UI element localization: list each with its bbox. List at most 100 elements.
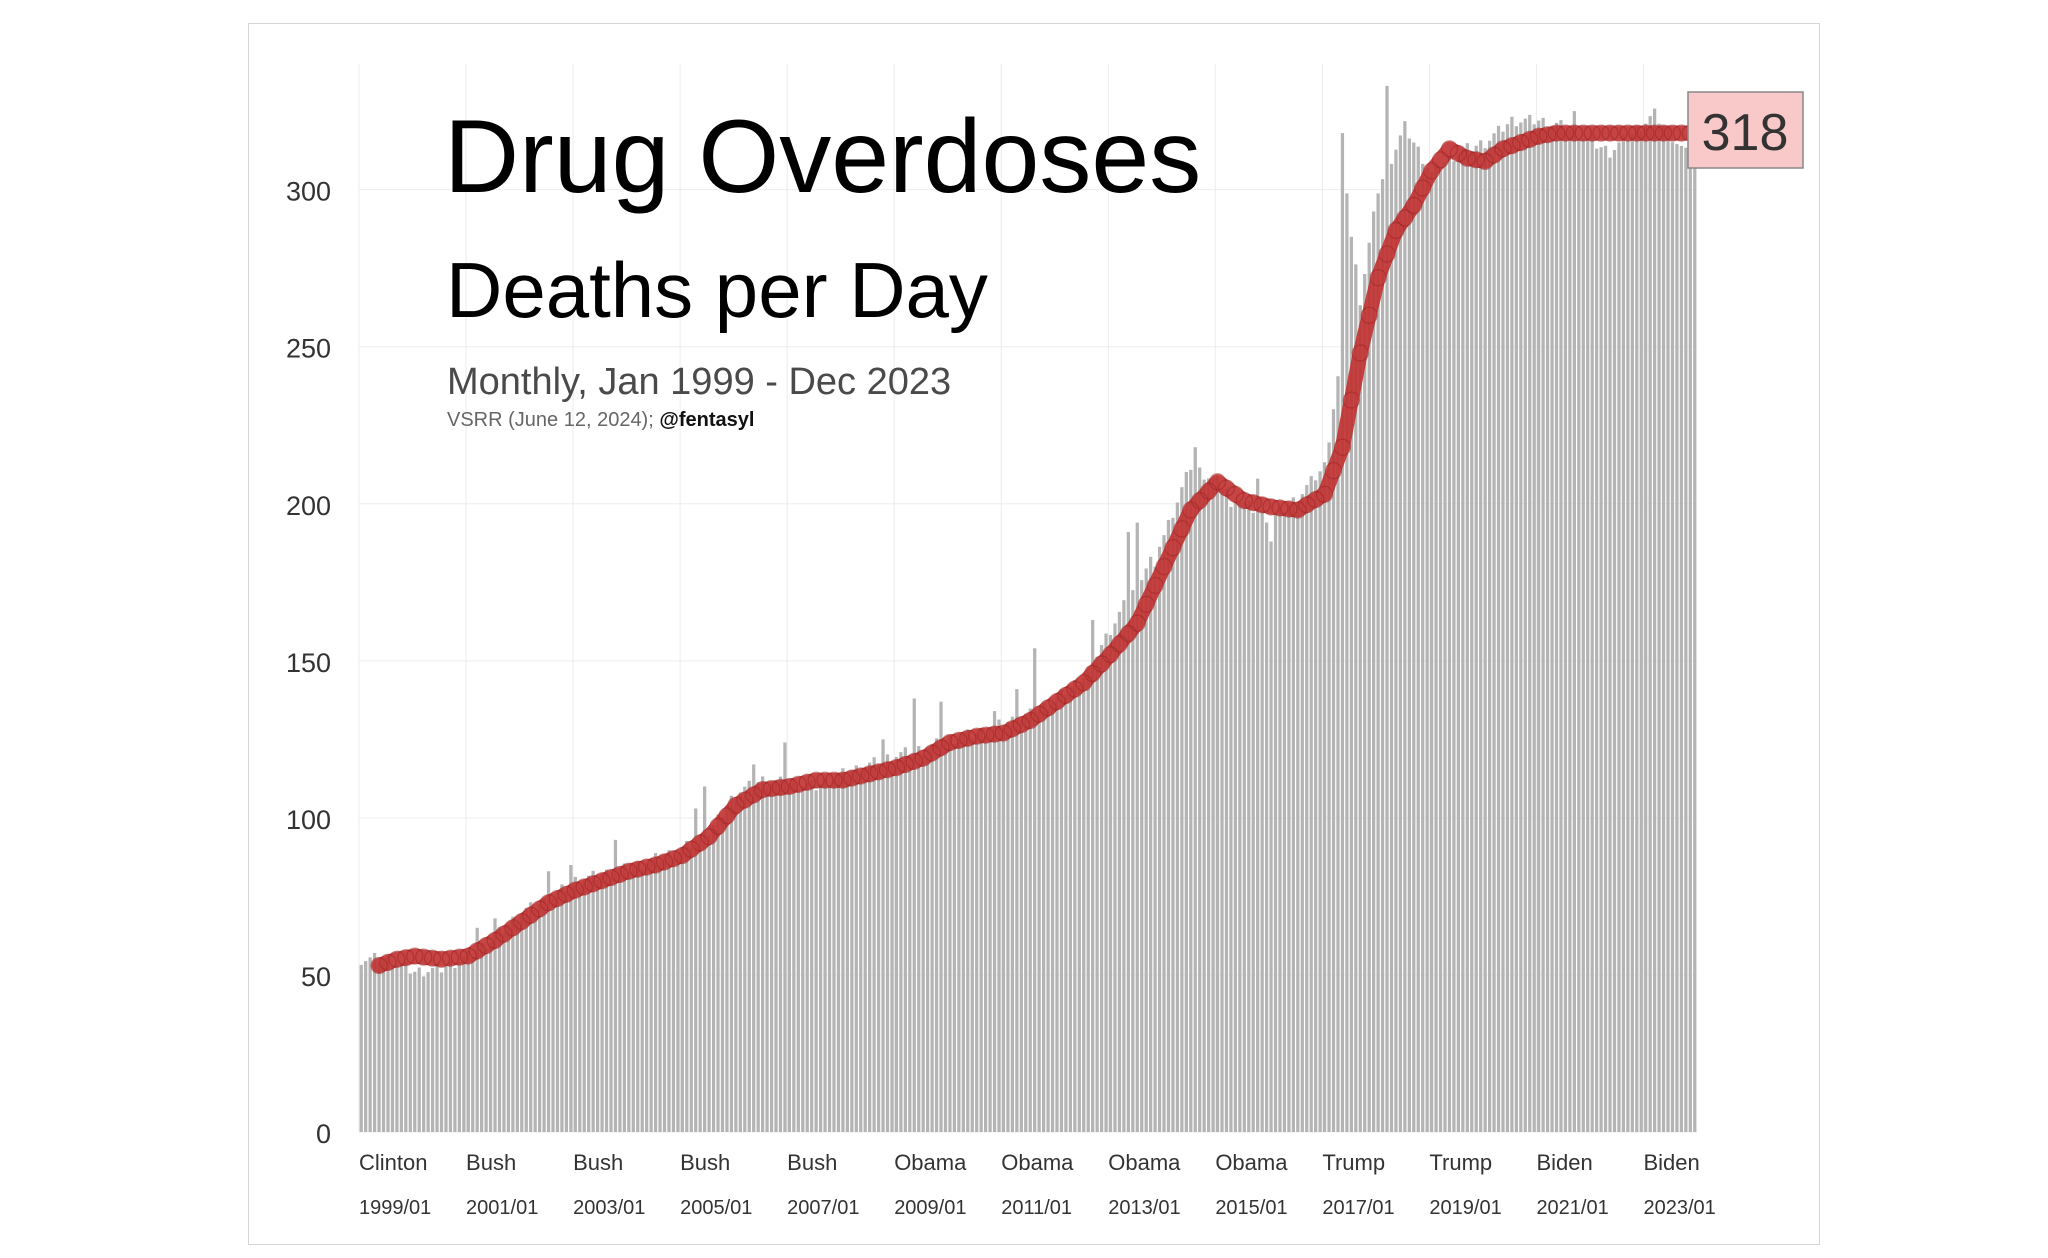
trend-point — [843, 769, 861, 787]
trend-point — [1538, 126, 1557, 144]
trend-point — [557, 885, 575, 903]
trend-point — [896, 755, 914, 774]
bar — [1528, 114, 1532, 1132]
bar — [1224, 489, 1229, 1132]
trend-point — [923, 744, 941, 762]
trend-point — [646, 856, 665, 874]
trend-point — [977, 726, 995, 744]
bar — [1679, 145, 1684, 1132]
bar — [497, 927, 502, 1132]
bar — [653, 853, 658, 1132]
bar — [1563, 130, 1568, 1132]
bar — [720, 816, 725, 1132]
bar — [765, 786, 769, 1132]
trend-line — [370, 124, 1703, 975]
bar — [1559, 120, 1563, 1132]
bar — [1372, 211, 1376, 1132]
bar — [863, 767, 867, 1132]
bar — [1028, 708, 1032, 1132]
y-tick-label: 50 — [301, 962, 331, 992]
bar — [814, 790, 818, 1132]
bar — [471, 956, 475, 1132]
trend-point — [1155, 557, 1173, 576]
bar — [966, 729, 970, 1132]
trend-point — [852, 767, 870, 785]
bar — [1412, 142, 1416, 1132]
bar — [462, 956, 466, 1132]
trend-point — [887, 759, 906, 777]
bar — [769, 783, 774, 1132]
chart-title: Drug Overdoses — [444, 99, 1201, 215]
trend-point — [1512, 133, 1530, 152]
trend-point — [1075, 674, 1093, 692]
bar — [1380, 179, 1385, 1133]
bar — [761, 776, 765, 1132]
trend-point — [593, 872, 611, 890]
trend-point — [1066, 680, 1084, 698]
bar — [551, 898, 555, 1132]
trend-point — [691, 834, 709, 852]
bar — [1198, 467, 1202, 1132]
bar — [542, 897, 546, 1132]
bar — [1595, 148, 1599, 1132]
bar — [1050, 703, 1055, 1132]
bar — [1630, 133, 1634, 1132]
x-tick-date: 2013/01 — [1108, 1197, 1180, 1219]
trend-point — [575, 878, 593, 896]
trend-point — [1592, 124, 1610, 142]
last-value-label: 318 — [1687, 91, 1804, 169]
bar — [1456, 153, 1461, 1132]
bar — [1639, 131, 1643, 1132]
bar — [1300, 494, 1304, 1132]
bar — [1327, 442, 1331, 1132]
bar — [774, 779, 778, 1132]
bar — [685, 841, 689, 1132]
bar — [1144, 568, 1148, 1132]
bar — [1296, 503, 1300, 1132]
bar — [1256, 478, 1260, 1133]
bar — [783, 742, 787, 1132]
trend-point — [620, 862, 638, 880]
trend-point — [1253, 496, 1271, 514]
trend-point — [789, 775, 807, 793]
bar — [952, 743, 957, 1132]
bar — [711, 824, 716, 1132]
x-tick-date: 2007/01 — [787, 1197, 859, 1219]
bar — [752, 764, 756, 1132]
bar — [1215, 476, 1220, 1133]
bar — [1247, 500, 1251, 1132]
trend-point — [1342, 391, 1360, 409]
bar — [529, 902, 533, 1132]
bar — [1068, 687, 1072, 1132]
trend-point — [611, 865, 629, 884]
bar — [560, 884, 564, 1132]
trend-point — [459, 947, 477, 965]
trend-point — [1530, 127, 1548, 145]
bars — [359, 85, 1697, 1133]
x-tick-president: Obama — [894, 1150, 967, 1175]
bar — [1608, 157, 1612, 1132]
bar — [908, 755, 912, 1132]
bar — [1389, 163, 1394, 1132]
trend-point — [1146, 576, 1164, 595]
trend-point — [441, 949, 460, 967]
trend-point — [754, 781, 772, 799]
bar — [448, 960, 453, 1132]
bar — [1572, 111, 1576, 1132]
trend-point — [1628, 124, 1646, 142]
trend-point — [1521, 130, 1539, 148]
trend-point — [522, 906, 540, 924]
bar — [555, 891, 560, 1132]
bar — [1367, 242, 1371, 1133]
trend-point — [513, 912, 531, 931]
trend-point — [1467, 151, 1485, 169]
bar — [488, 942, 493, 1132]
bar — [435, 963, 439, 1132]
bar — [832, 779, 836, 1132]
bar — [1314, 480, 1318, 1133]
bar — [1590, 136, 1594, 1132]
trend-point — [816, 771, 834, 789]
bar — [787, 783, 792, 1132]
bar — [1309, 476, 1313, 1133]
trend-point — [1208, 473, 1227, 491]
